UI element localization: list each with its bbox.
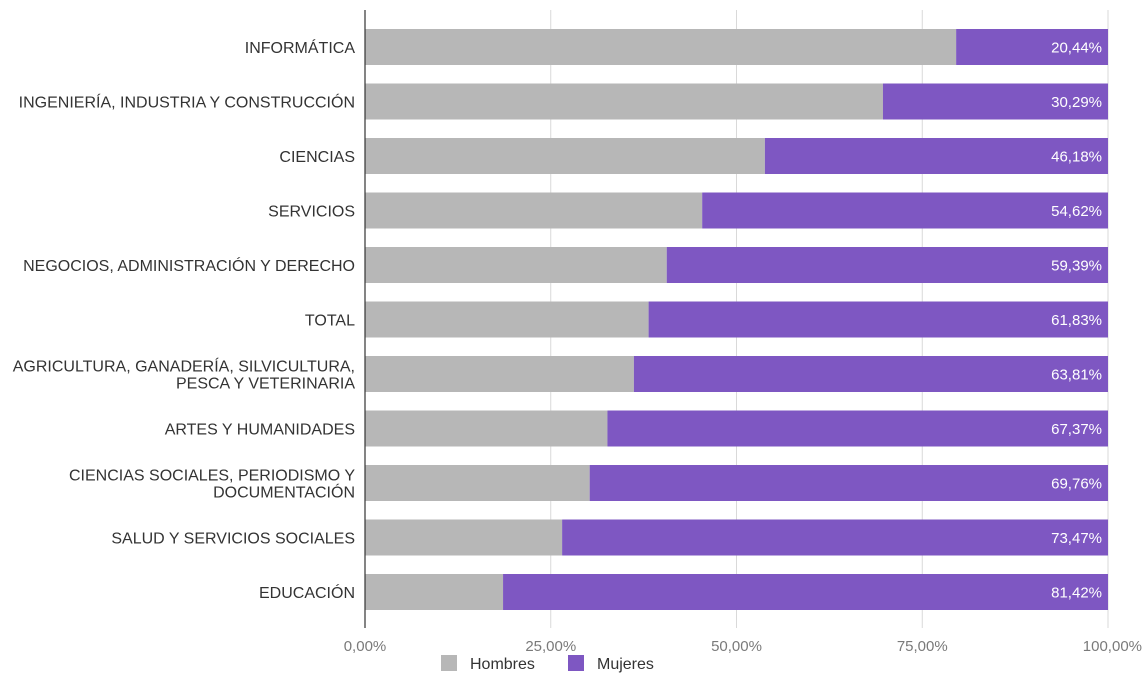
bar-hombres: [365, 29, 956, 65]
bar-hombres: [365, 520, 562, 556]
bar-hombres: [365, 138, 765, 174]
data-label-mujeres: 61,83%: [1051, 312, 1102, 329]
x-tick-label: 75,00%: [897, 638, 948, 655]
bar-mujeres: [649, 302, 1108, 338]
category-label-line: AGRICULTURA, GANADERÍA, SILVICULTURA,: [13, 357, 355, 376]
data-label-mujeres: 30,29%: [1051, 94, 1102, 111]
legend-label: Mujeres: [597, 656, 654, 673]
data-label-mujeres: 81,42%: [1051, 585, 1102, 602]
legend-swatch: [441, 655, 457, 671]
category-label: EDUCACIÓN: [259, 583, 355, 602]
category-labels: INFORMÁTICA INGENIERÍA, INDUSTRIA Y CONST…: [13, 38, 356, 602]
category-label: INFORMÁTICA: [245, 38, 356, 57]
x-tick-label: 0,00%: [344, 638, 387, 655]
legend-label: Hombres: [470, 656, 535, 673]
data-label-mujeres: 63,81%: [1051, 367, 1102, 384]
bar-mujeres: [634, 356, 1108, 392]
category-label-line: PESCA Y VETERINARIA: [176, 376, 355, 393]
bar-hombres: [365, 193, 702, 229]
bars: [365, 29, 1108, 610]
bar-mujeres: [562, 520, 1108, 556]
bar-hombres: [365, 411, 607, 447]
data-label-mujeres: 20,44%: [1051, 40, 1102, 57]
data-label-mujeres: 59,39%: [1051, 258, 1102, 275]
category-label: CIENCIAS: [279, 149, 355, 166]
bar-hombres: [365, 84, 883, 120]
data-label-mujeres: 69,76%: [1051, 476, 1102, 493]
bar-hombres: [365, 356, 634, 392]
category-label-line: DOCUMENTACIÓN: [213, 483, 355, 502]
x-tick-label: 25,00%: [525, 638, 576, 655]
data-labels: 20,44% 30,29% 46,18% 54,62% 59,39% 61,83% 63,8…: [1051, 40, 1102, 602]
category-label: AGRICULTURA, GANADERÍA, SILVICULTURA, PES…: [13, 357, 356, 393]
data-label-mujeres: 46,18%: [1051, 149, 1102, 166]
bar-mujeres: [702, 193, 1108, 229]
category-label: INGENIERÍA, INDUSTRIA Y CONSTRUCCIÓN: [19, 93, 355, 112]
bar-mujeres: [590, 465, 1108, 501]
category-label: TOTAL: [305, 313, 355, 330]
legend-swatch: [568, 655, 584, 671]
bar-mujeres: [667, 247, 1108, 283]
legend: Hombres Mujeres: [441, 655, 654, 673]
data-label-mujeres: 73,47%: [1051, 530, 1102, 547]
data-label-mujeres: 67,37%: [1051, 421, 1102, 438]
bar-hombres: [365, 247, 667, 283]
category-label-line: CIENCIAS SOCIALES, PERIODISMO Y: [69, 468, 355, 485]
data-label-mujeres: 54,62%: [1051, 203, 1102, 220]
x-tick-label: 50,00%: [711, 638, 762, 655]
x-tick-labels: 0,00% 25,00% 50,00% 75,00% 100,00%: [344, 638, 1142, 655]
bar-hombres: [365, 302, 649, 338]
category-label: SERVICIOS: [268, 204, 355, 221]
bar-mujeres: [607, 411, 1108, 447]
category-label: NEGOCIOS, ADMINISTRACIÓN Y DERECHO: [23, 256, 355, 275]
bar-mujeres: [503, 574, 1108, 610]
category-label: ARTES Y HUMANIDADES: [165, 422, 355, 439]
category-label: SALUD Y SERVICIOS SOCIALES: [111, 531, 355, 548]
category-label: CIENCIAS SOCIALES, PERIODISMO Y DOCUMENTA…: [69, 468, 355, 502]
bar-hombres: [365, 465, 590, 501]
bar-hombres: [365, 574, 503, 610]
x-tick-label: 100,00%: [1083, 638, 1142, 655]
